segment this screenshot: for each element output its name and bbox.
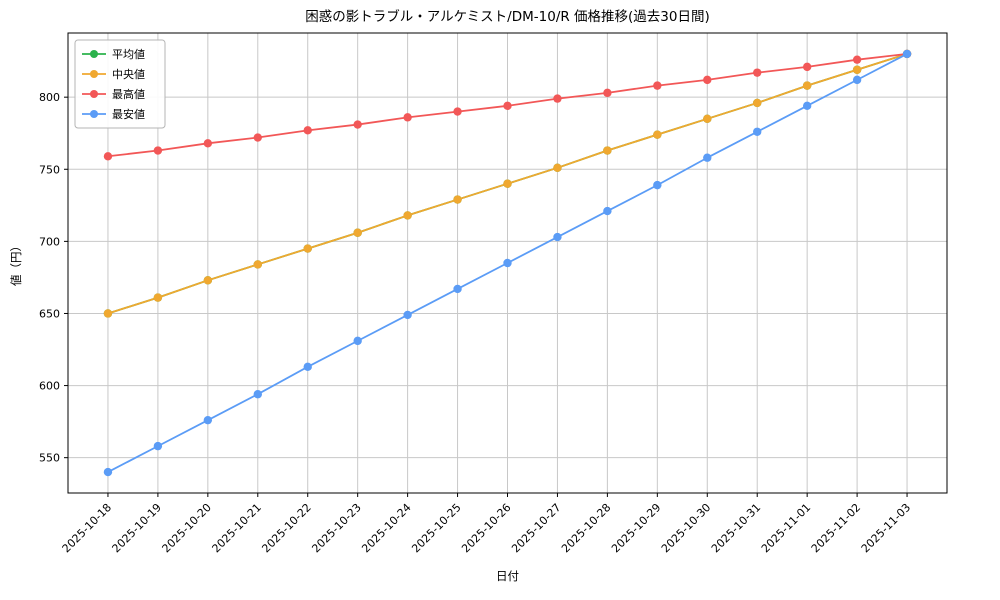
data-point-marker xyxy=(852,65,862,74)
x-tick-label: 2025-11-03 xyxy=(859,501,913,555)
legend-label: 最高値 xyxy=(112,87,145,101)
x-tick-label: 2025-10-21 xyxy=(210,501,264,555)
legend-item-最安値: 最安値 xyxy=(82,107,145,121)
x-tick-label: 2025-10-25 xyxy=(409,501,463,555)
x-tick-label: 2025-10-27 xyxy=(509,501,563,555)
x-tick-label: 2025-10-26 xyxy=(459,501,513,555)
series-最高値 xyxy=(103,49,912,161)
x-tick-label: 2025-10-22 xyxy=(259,501,313,555)
y-tick-label: 750 xyxy=(39,163,60,176)
data-point-marker xyxy=(852,55,862,64)
grid xyxy=(68,33,947,493)
data-point-marker xyxy=(802,62,812,72)
data-point-marker xyxy=(353,228,362,237)
data-point-marker xyxy=(753,98,762,108)
data-point-marker xyxy=(353,336,362,346)
series-中央値 xyxy=(103,49,912,318)
legend-marker xyxy=(90,70,98,78)
x-tick-label: 2025-10-31 xyxy=(709,501,763,555)
legend-box xyxy=(74,39,166,129)
y-tick-label: 800 xyxy=(39,91,60,104)
axis-ticks xyxy=(64,96,908,497)
legend-label: 最安値 xyxy=(112,107,145,121)
x-tick-label: 2025-10-29 xyxy=(609,501,663,555)
data-point-marker xyxy=(403,310,412,320)
y-tick-label: 550 xyxy=(39,452,60,465)
data-point-marker xyxy=(703,153,712,162)
data-point-marker xyxy=(703,75,712,85)
data-point-marker xyxy=(253,133,262,142)
data-point-marker xyxy=(153,293,163,302)
chart-title: 困惑の影トラブル・アルケミスト/DM-10/R 価格推移(過去30日間) xyxy=(305,8,710,25)
data-point-marker xyxy=(703,114,712,123)
data-point-marker xyxy=(553,94,562,103)
data-point-marker xyxy=(153,146,163,155)
data-point-marker xyxy=(653,180,662,190)
data-point-marker xyxy=(753,68,762,77)
data-point-marker xyxy=(303,126,312,135)
data-point-marker xyxy=(503,179,512,188)
legend-marker xyxy=(90,50,98,58)
data-point-marker xyxy=(902,49,912,59)
y-tick-label: 700 xyxy=(39,235,60,248)
data-point-marker xyxy=(653,81,662,90)
data-point-marker xyxy=(203,415,213,425)
data-point-marker xyxy=(103,309,113,318)
x-axis-label: 日付 xyxy=(496,569,519,583)
data-point-marker xyxy=(503,101,512,111)
data-point-marker xyxy=(553,163,562,173)
data-point-marker xyxy=(153,441,163,451)
data-point-marker xyxy=(103,467,113,477)
legend-item-最高値: 最高値 xyxy=(82,87,145,101)
x-tick-label: 2025-10-23 xyxy=(309,501,363,555)
legend-item-平均値: 平均値 xyxy=(82,48,145,61)
data-point-marker xyxy=(802,81,812,90)
data-point-marker xyxy=(103,152,113,161)
data-point-marker xyxy=(603,88,612,98)
x-tick-label: 2025-10-30 xyxy=(659,501,713,555)
data-point-marker xyxy=(802,101,812,111)
data-point-marker xyxy=(603,206,612,216)
data-point-marker xyxy=(453,107,462,116)
data-point-marker xyxy=(303,244,312,253)
x-tick-label: 2025-11-02 xyxy=(809,501,863,555)
legend-label: 中央値 xyxy=(112,68,145,81)
data-point-marker xyxy=(403,211,412,220)
x-tick-label: 2025-10-28 xyxy=(559,501,613,555)
data-point-marker xyxy=(203,139,213,148)
data-point-marker xyxy=(253,260,262,269)
data-point-marker xyxy=(203,276,213,285)
x-tick-label: 2025-10-19 xyxy=(110,501,164,555)
data-point-marker xyxy=(303,362,312,372)
data-point-marker xyxy=(503,258,512,268)
data-point-marker xyxy=(403,113,412,122)
x-tick-label: 2025-10-18 xyxy=(60,501,114,555)
y-axis-label: 値（円） xyxy=(9,240,23,286)
legend-marker xyxy=(90,110,98,118)
data-point-marker xyxy=(253,390,262,399)
data-point-marker xyxy=(653,130,662,139)
data-point-marker xyxy=(453,195,462,204)
x-tick-label: 2025-11-01 xyxy=(759,501,813,555)
data-point-marker xyxy=(553,232,562,242)
axis-tick-labels: 2025-10-182025-10-192025-10-202025-10-21… xyxy=(39,91,913,555)
x-tick-label: 2025-10-24 xyxy=(359,501,413,555)
legend-marker xyxy=(90,90,98,98)
data-point-marker xyxy=(753,127,762,136)
legend-item-中央値: 中央値 xyxy=(82,68,145,81)
data-point-marker xyxy=(852,75,862,85)
series-最安値 xyxy=(103,49,912,477)
x-tick-label: 2025-10-20 xyxy=(160,501,214,555)
legend-label: 平均値 xyxy=(112,48,145,61)
y-tick-label: 650 xyxy=(39,307,60,320)
data-point-marker xyxy=(453,284,462,294)
data-point-marker xyxy=(353,120,362,129)
data-point-marker xyxy=(603,146,612,155)
y-tick-label: 600 xyxy=(39,380,60,393)
